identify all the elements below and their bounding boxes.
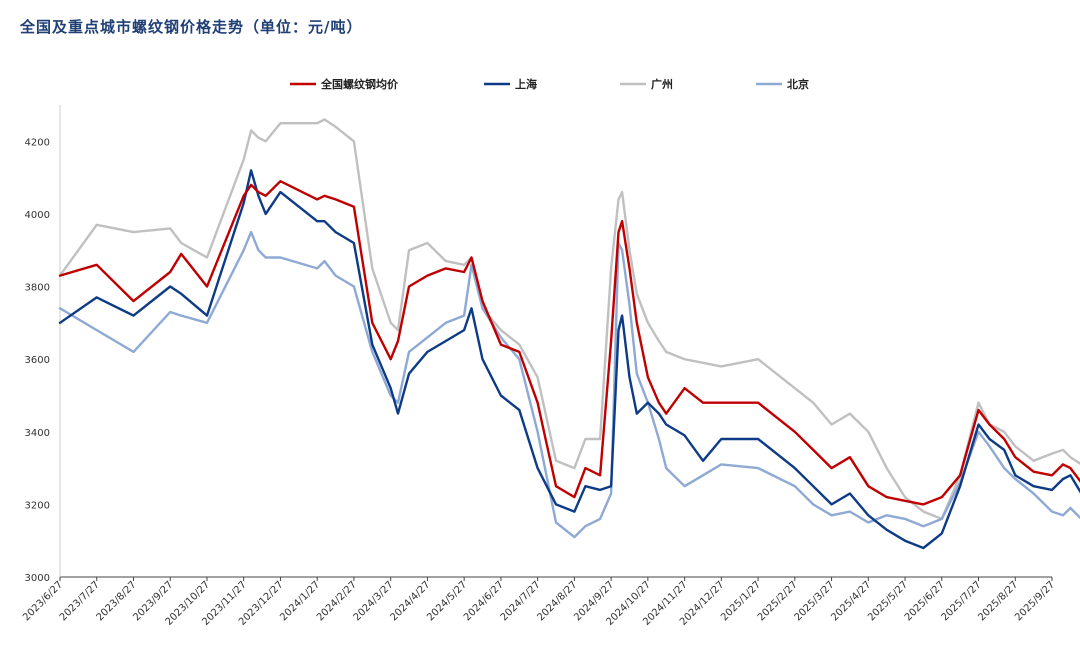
legend: 全国螺纹钢均价 上海 广州 北京 — [290, 77, 809, 91]
chart-title: 全国及重点城市螺纹钢价格走势（单位：元/吨） — [20, 18, 363, 36]
legend-label: 全国螺纹钢均价 — [320, 77, 399, 91]
legend-label: 北京 — [787, 77, 809, 91]
series-line-2 — [58, 118, 1080, 521]
x-axis: 2023/6/272023/7/272023/8/272023/9/272023… — [21, 577, 1057, 628]
series-line-3 — [58, 230, 1080, 539]
series-line-1 — [58, 169, 1080, 550]
series-line-0 — [58, 179, 1080, 506]
y-tick-label: 3400 — [25, 428, 50, 439]
plot-area — [58, 118, 1080, 550]
x-tick-label: 2025/9/27 — [1013, 579, 1057, 623]
y-tick-label: 4200 — [25, 137, 50, 148]
y-tick-label: 3800 — [25, 283, 50, 294]
legend-label: 广州 — [651, 77, 673, 91]
y-tick-label: 3200 — [25, 500, 50, 511]
y-tick-label: 4000 — [25, 210, 50, 221]
y-axis: 3000 3200 3400 3600 3800 4000 4200 — [25, 137, 50, 584]
legend-label: 上海 — [515, 77, 537, 91]
y-tick-label: 3000 — [25, 573, 50, 584]
y-tick-label: 3600 — [25, 355, 50, 366]
